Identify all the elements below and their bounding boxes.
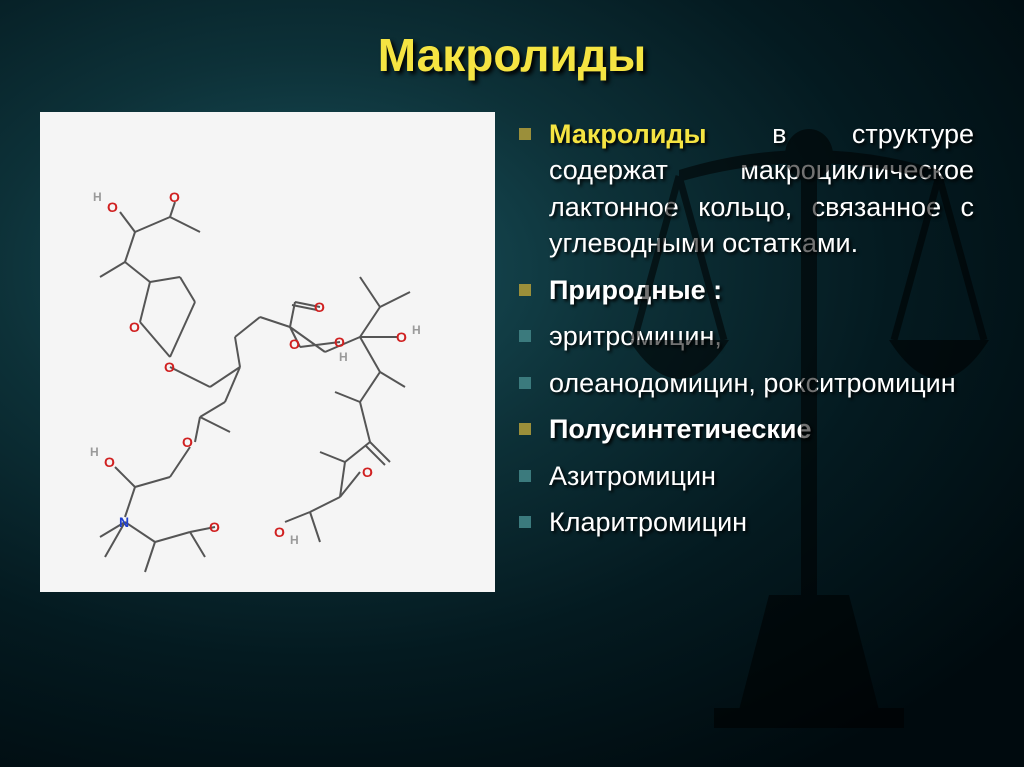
bullet-item: эритромицин,	[519, 318, 974, 354]
svg-text:O: O	[129, 319, 140, 335]
chemical-structure-panel: OOOOOOOOOOOOOHHHHHN	[40, 112, 495, 592]
bullet-item: олеанодомицин, рокситромицин	[519, 365, 974, 401]
svg-text:H: H	[339, 350, 348, 364]
bullet-item: Азитромицин	[519, 458, 974, 494]
svg-text:O: O	[396, 329, 407, 345]
svg-text:O: O	[334, 334, 345, 350]
bullet-marker	[519, 423, 531, 435]
bullet-marker	[519, 330, 531, 342]
svg-text:O: O	[164, 359, 175, 375]
bullet-marker	[519, 470, 531, 482]
bullet-list: Макролиды в структуре содержат макроцикл…	[519, 112, 984, 592]
bullet-marker	[519, 284, 531, 296]
svg-text:H: H	[290, 533, 299, 547]
svg-text:O: O	[209, 519, 220, 535]
svg-text:O: O	[104, 454, 115, 470]
bullet-text: Азитромицин	[549, 458, 716, 494]
svg-text:H: H	[90, 445, 99, 459]
svg-text:O: O	[362, 464, 373, 480]
bullet-item: Макролиды в структуре содержат макроцикл…	[519, 116, 974, 262]
bullet-marker	[519, 128, 531, 140]
bullet-item: Полусинтетические	[519, 411, 974, 447]
svg-text:H: H	[93, 190, 102, 204]
bullet-text: Макролиды в структуре содержат макроцикл…	[549, 116, 974, 262]
slide-title: Макролиды	[0, 0, 1024, 82]
bullet-item: Кларитромицин	[519, 504, 974, 540]
svg-text:N: N	[119, 514, 129, 530]
bullet-text: Природные :	[549, 272, 722, 308]
svg-text:O: O	[289, 336, 300, 352]
svg-text:O: O	[314, 299, 325, 315]
bullet-item: Природные :	[519, 272, 974, 308]
bullet-text: эритромицин,	[549, 318, 722, 354]
bullet-marker	[519, 377, 531, 389]
svg-text:O: O	[169, 189, 180, 205]
bullet-marker	[519, 516, 531, 528]
content-row: OOOOOOOOOOOOOHHHHHN Макролиды в структур…	[0, 82, 1024, 592]
svg-text:O: O	[107, 199, 118, 215]
molecule-diagram: OOOOOOOOOOOOOHHHHHN	[40, 112, 495, 592]
bullet-text: Кларитромицин	[549, 504, 747, 540]
bullet-text: Полусинтетические	[549, 411, 811, 447]
svg-text:H: H	[412, 323, 421, 337]
bullet-text: олеанодомицин, рокситромицин	[549, 365, 956, 401]
svg-text:O: O	[274, 524, 285, 540]
svg-text:O: O	[182, 434, 193, 450]
